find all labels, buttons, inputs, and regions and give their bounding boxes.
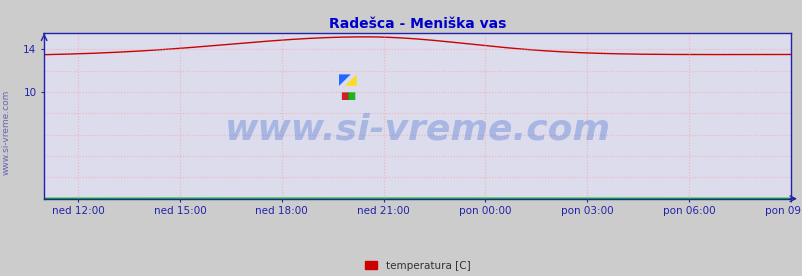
Text: www.si-vreme.com: www.si-vreme.com xyxy=(2,90,11,175)
Text: www.si-vreme.com: www.si-vreme.com xyxy=(225,112,610,146)
Legend: temperatura [C], pretok [m3/s]: temperatura [C], pretok [m3/s] xyxy=(360,257,474,276)
Text: ◤: ◤ xyxy=(338,72,350,87)
Text: ◢: ◢ xyxy=(344,72,356,87)
Text: ■: ■ xyxy=(346,91,354,101)
Text: ■: ■ xyxy=(340,91,350,101)
Title: Radešca - Meniška vas: Radešca - Meniška vas xyxy=(329,17,505,31)
